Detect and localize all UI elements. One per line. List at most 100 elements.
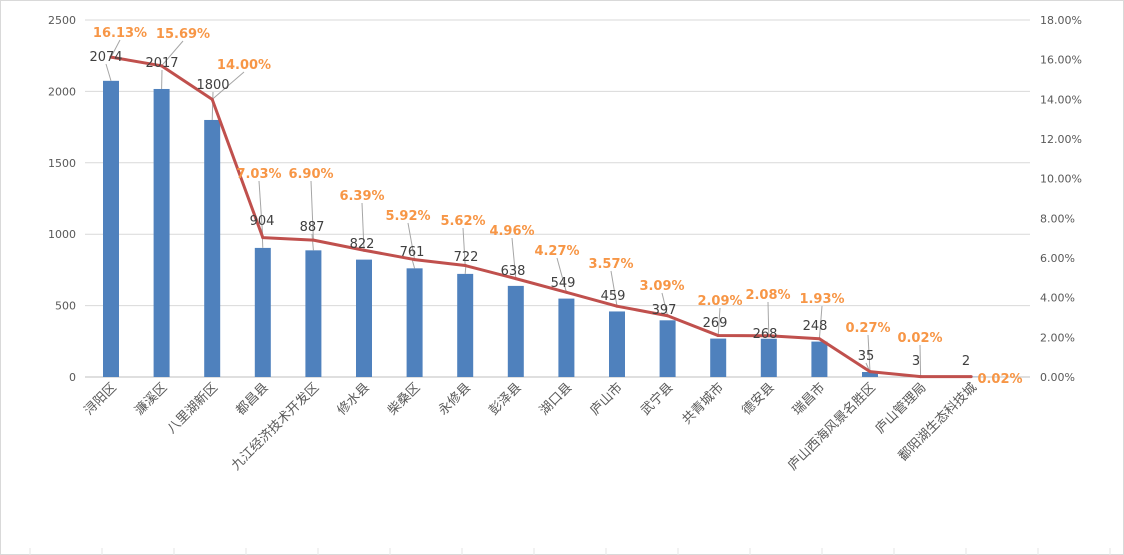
bar-value-label: 35 xyxy=(858,349,875,364)
share-label: 1.93% xyxy=(799,292,844,307)
leader-line xyxy=(767,301,770,336)
bar-value-label: 248 xyxy=(803,319,828,334)
y2-tick-label: 18.00% xyxy=(1040,14,1082,27)
y2-tick-label: 8.00% xyxy=(1040,212,1075,225)
share-label: 15.69% xyxy=(156,27,210,42)
leader-line xyxy=(311,233,314,251)
leader-line xyxy=(110,39,121,58)
bar xyxy=(457,273,474,377)
leader-line xyxy=(919,344,922,377)
share-label: 5.62% xyxy=(440,214,485,229)
bar xyxy=(507,285,524,377)
share-label: 5.92% xyxy=(385,209,430,224)
leader-line xyxy=(258,180,264,238)
line-point xyxy=(868,370,872,374)
bar xyxy=(305,250,322,377)
bar xyxy=(204,119,221,378)
leader-line xyxy=(556,257,567,293)
line-point xyxy=(767,334,771,338)
bar xyxy=(862,372,878,377)
y-tick-label: 2000 xyxy=(48,85,76,98)
line-point xyxy=(666,314,670,318)
line-point xyxy=(564,290,568,294)
share-label: 7.03% xyxy=(236,167,281,182)
bar-value-label: 459 xyxy=(601,289,626,304)
bar-value-label: 268 xyxy=(753,327,778,342)
y-tick-label: 1500 xyxy=(48,157,76,170)
bar-value-label: 722 xyxy=(454,250,479,265)
bar xyxy=(153,88,170,377)
bar xyxy=(558,298,575,377)
line-point xyxy=(969,375,973,379)
bar-value-label: 1800 xyxy=(196,78,229,93)
y2-tick-label: 4.00% xyxy=(1040,292,1075,305)
bar-value-label: 3 xyxy=(912,354,920,369)
line-point xyxy=(919,375,923,379)
leader-line xyxy=(105,63,112,81)
share-label: 4.27% xyxy=(534,244,579,259)
leader-line xyxy=(407,222,416,260)
bar xyxy=(254,247,271,377)
leader-line xyxy=(661,292,669,316)
y2-tick-label: 6.00% xyxy=(1040,252,1075,265)
bar-value-label: 638 xyxy=(501,264,526,279)
bar xyxy=(760,338,777,377)
line-point xyxy=(210,97,214,101)
line-point xyxy=(109,55,113,59)
y2-tick-label: 16.00% xyxy=(1040,54,1082,67)
leader-line xyxy=(818,305,823,339)
y-tick-label: 500 xyxy=(55,300,76,313)
line-point xyxy=(716,334,720,338)
leader-line xyxy=(310,180,314,241)
bar xyxy=(609,311,625,377)
bar-value-label: 2 xyxy=(962,354,970,369)
share-label: 16.13% xyxy=(93,26,147,41)
y-tick-label: 0 xyxy=(69,371,76,384)
leader-line xyxy=(511,237,517,279)
leader-line xyxy=(211,71,245,100)
line-point xyxy=(413,258,417,262)
leader-line xyxy=(867,334,871,372)
line-point xyxy=(160,64,164,68)
share-label: 6.39% xyxy=(339,189,384,204)
line-point xyxy=(261,236,265,240)
bar-value-label: 887 xyxy=(300,220,325,235)
bar xyxy=(406,268,423,377)
leader-line xyxy=(717,307,721,336)
line-point xyxy=(615,304,619,308)
line-point xyxy=(311,238,315,242)
share-label: 2.08% xyxy=(745,288,790,303)
bar-value-label: 822 xyxy=(350,237,375,252)
bar-value-label: 2017 xyxy=(145,56,178,71)
share-label: 0.02% xyxy=(897,331,942,346)
bar-value-label: 269 xyxy=(703,316,728,331)
leader-line xyxy=(610,270,618,307)
bar xyxy=(811,341,828,377)
share-label: 0.27% xyxy=(845,321,890,336)
bar-value-label: 549 xyxy=(551,276,576,291)
leader-line xyxy=(211,91,214,120)
bar xyxy=(103,80,119,378)
y2-tick-label: 14.00% xyxy=(1040,93,1082,106)
bar xyxy=(356,259,372,377)
y2-tick-label: 0.00% xyxy=(1040,371,1075,384)
bar-value-label: 397 xyxy=(652,303,677,318)
y-tick-label: 2500 xyxy=(48,14,76,27)
bar-value-label: 2074 xyxy=(89,50,122,65)
share-label: 3.09% xyxy=(639,279,684,294)
bar xyxy=(710,338,727,377)
line-point xyxy=(362,248,366,252)
line-point xyxy=(817,337,821,341)
bar-value-label: 904 xyxy=(250,214,275,229)
bar-value-label: 761 xyxy=(400,245,425,260)
share-label: 3.57% xyxy=(588,257,633,272)
share-label: 4.96% xyxy=(489,224,534,239)
leader-line xyxy=(161,40,184,67)
share-label: 0.02% xyxy=(977,372,1022,387)
line-point xyxy=(463,264,467,268)
leader-line xyxy=(462,227,466,266)
line-point xyxy=(514,277,518,281)
share-label: 14.00% xyxy=(217,58,271,73)
share-label: 6.90% xyxy=(288,167,333,182)
